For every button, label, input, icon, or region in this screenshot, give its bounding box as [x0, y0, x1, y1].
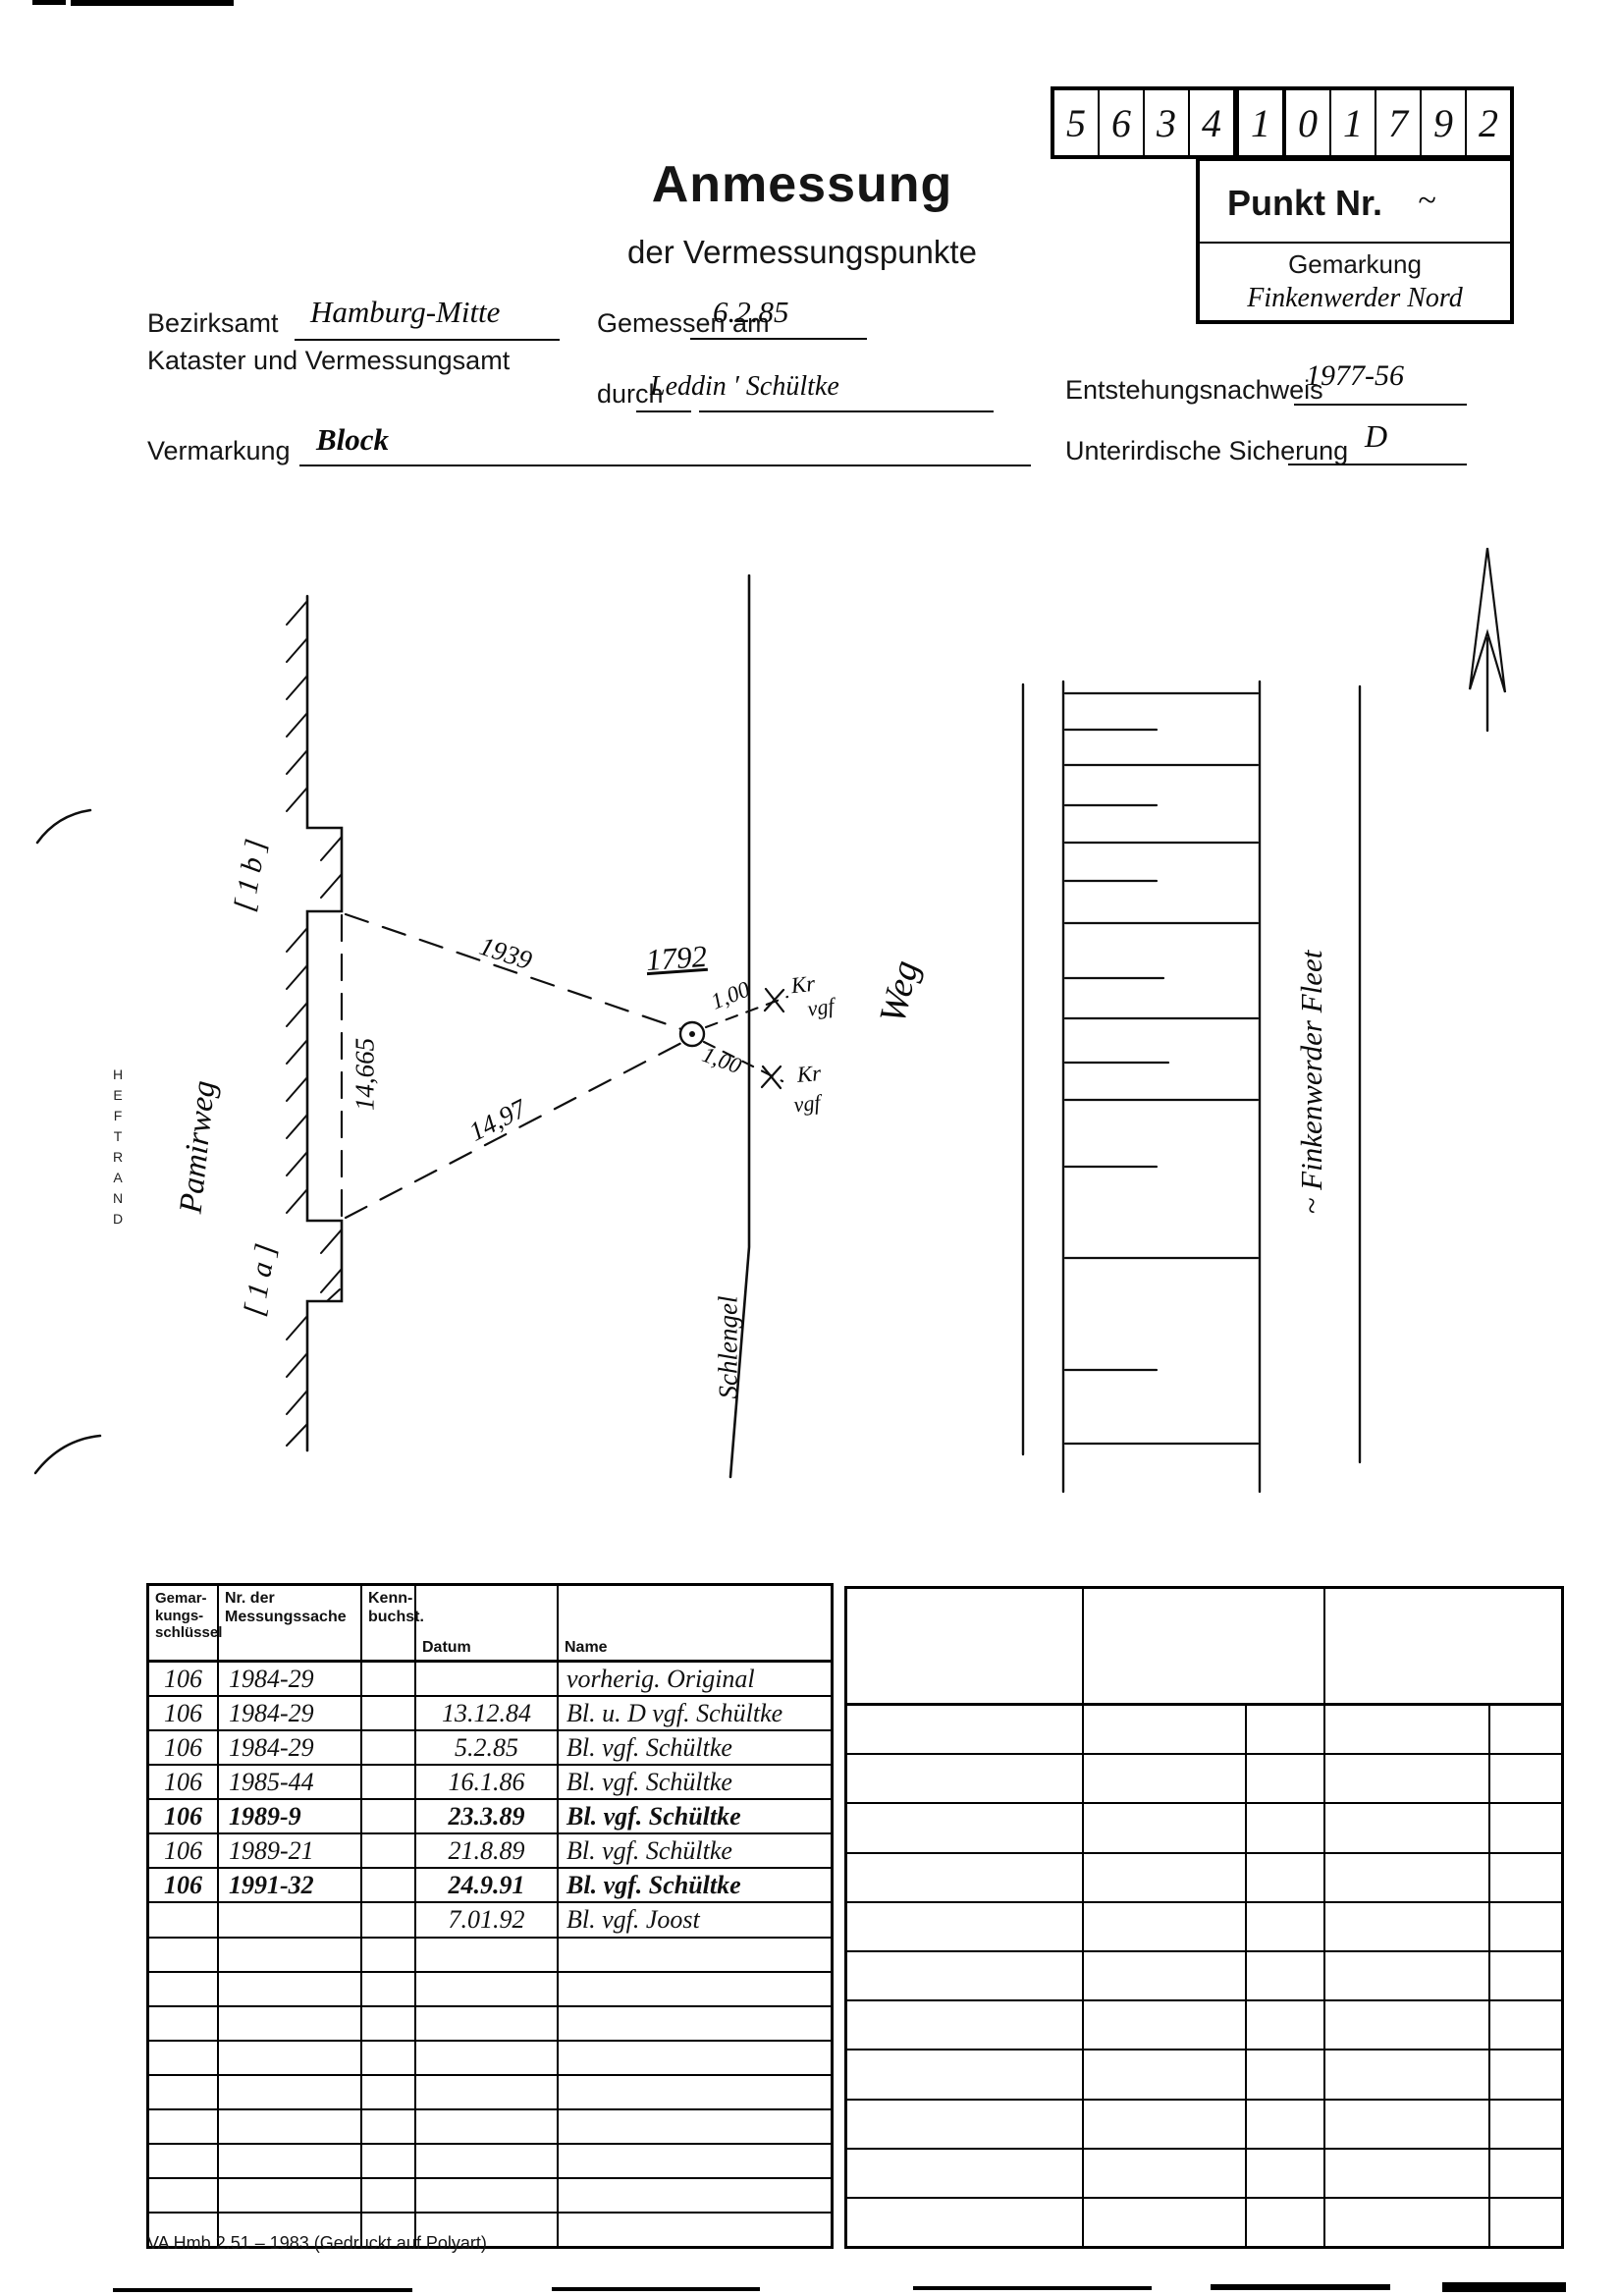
punkt-nr-label: Punkt Nr. — [1227, 183, 1383, 223]
table-row-empty — [149, 2144, 831, 2179]
scan-artifact — [552, 2287, 760, 2291]
table-row: 106 1984-29 13.12.84 Bl. u. D vgf. Schül… — [149, 1697, 831, 1732]
digit-cell: 7 — [1376, 90, 1422, 155]
scan-artifact — [113, 2288, 412, 2292]
mark-upper-vgf: vgf — [805, 993, 836, 1021]
punkt-nr-value: ~ — [1418, 183, 1436, 219]
vermarkung-value: Block — [316, 422, 390, 457]
kataster-label: Kataster und Vermessungsamt — [147, 346, 511, 375]
col-header-name: Name — [565, 1639, 608, 1657]
punkt-nr-box: Punkt Nr. ~ Gemarkung Finkenwerder Nord — [1196, 157, 1514, 324]
scan-artifact — [71, 0, 234, 6]
col-header-datum: Datum — [416, 1586, 559, 1660]
table-row-empty — [149, 2214, 831, 2247]
entstehung-label: Entstehungsnachweis — [1065, 375, 1323, 405]
heftrand-label: HEFTRAND — [110, 1066, 126, 1231]
digit-cell: 9 — [1422, 90, 1467, 155]
fleet-label: ~ Finkenwerder Fleet — [1294, 950, 1328, 1215]
table-row-empty — [847, 1853, 1561, 1903]
scan-artifact — [1211, 2284, 1390, 2290]
gemessen-value: 6.2.85 — [713, 295, 789, 329]
col-header-messungssache: Nr. der Messungssache — [219, 1586, 362, 1660]
form-subtitle: der Vermessungspunkte — [627, 234, 977, 270]
col-header-kennbuchst: Kenn- buchst. — [362, 1586, 424, 1660]
digit-cell: 5 — [1054, 90, 1100, 155]
cross-mark-upper — [763, 987, 785, 1013]
table-row: 106 1984-29 vorherig. Original — [149, 1663, 831, 1698]
table-row-empty — [149, 2178, 831, 2214]
table-row-empty — [847, 2100, 1561, 2150]
table-row-empty — [847, 1902, 1561, 1952]
bezirksamt-value: Hamburg-Mitte — [310, 295, 501, 329]
pen-mark — [33, 1434, 102, 1475]
digit-cell: 0 — [1286, 90, 1331, 155]
table-row-empty — [847, 1951, 1561, 2002]
digit-cell: 2 — [1479, 100, 1498, 145]
mark-upper-kr: Kr — [789, 970, 817, 999]
table-row-empty — [149, 2041, 831, 2076]
point-number-label: 1792 — [644, 938, 709, 978]
table-row-empty — [149, 2006, 831, 2042]
measure-line-1497 — [344, 1040, 685, 1220]
table-row-empty — [847, 1755, 1561, 1805]
table-row-empty — [847, 1804, 1561, 1854]
form-footer-code: VA Hmb 2.51 – 1983 (Gedruckt auf Polyart… — [147, 2233, 487, 2253]
distance-wall: 14,665 — [350, 1037, 380, 1112]
table-row-empty — [149, 2075, 831, 2110]
bezirksamt-label: Bezirksamt — [147, 308, 279, 338]
col-header-gemarkungsschluessel: Gemar- kungs- schlüssel — [149, 1586, 222, 1660]
table-row-empty — [847, 1706, 1561, 1756]
digit-cell: 6 — [1100, 90, 1145, 155]
table-row-empty — [847, 2198, 1561, 2247]
path-label-schlengel: Schlengel — [713, 1295, 743, 1399]
table-row: 106 1991-32 24.9.91 Bl. vgf. Schültke — [149, 1869, 831, 1904]
gemarkung-label: Gemarkung — [1288, 249, 1422, 279]
north-arrow-icon — [1468, 547, 1507, 733]
gemarkung-value: Finkenwerder Nord — [1247, 283, 1463, 313]
wall-line — [305, 594, 344, 1452]
measure-line-1939 — [344, 912, 683, 1031]
table-row-empty — [847, 2149, 1561, 2199]
sicherung-value: D — [1365, 418, 1388, 454]
pen-mark — [35, 808, 92, 845]
digit-cell: 4 — [1190, 90, 1235, 155]
vermarkung-label: Vermarkung — [147, 436, 291, 465]
table-row-empty — [847, 2050, 1561, 2101]
table-row: 106 1985-44 16.1.86 Bl. vgf. Schültke — [149, 1766, 831, 1801]
record-table: Gemar- kungs- schlüssel Nr. der Messungs… — [146, 1583, 834, 2249]
path-line — [728, 574, 751, 1479]
table-row-empty — [149, 2109, 831, 2145]
table-row: 106 1984-29 5.2.85 Bl. vgf. Schültke — [149, 1731, 831, 1767]
sicherung-label: Unterirdische Sicherung — [1065, 436, 1349, 465]
scan-artifact — [913, 2286, 1152, 2290]
survey-point-icon — [678, 1020, 706, 1048]
mark-lower-kr: Kr — [795, 1061, 822, 1087]
table-row: 106 1989-21 21.8.89 Bl. vgf. Schültke — [149, 1834, 831, 1870]
mark-lower-vgf: vgf — [792, 1089, 822, 1118]
table-row-empty — [149, 1938, 831, 1973]
scan-artifact — [32, 0, 66, 5]
durch-label: durch — [597, 379, 664, 409]
digit-cell: 1 — [1235, 90, 1286, 155]
form-title: Anmessung — [651, 156, 953, 213]
table-row-empty — [847, 2001, 1561, 2051]
table-row: 7.01.92 Bl. vgf. Joost — [149, 1903, 831, 1939]
gemessen-label: Gemessen am — [597, 308, 770, 338]
scan-artifact — [1442, 2282, 1566, 2292]
digit-cell: 1 — [1331, 90, 1376, 155]
point-number-boxes: 5 6 3 4 1 0 1 7 9 2 — [1051, 86, 1514, 159]
digit-cell: 3 — [1145, 90, 1190, 155]
table-row: 106 1989-9 23.3.89 Bl. vgf. Schültke — [149, 1800, 831, 1835]
table-row-empty — [149, 1972, 831, 2007]
entstehung-value: 1977-56 — [1306, 359, 1404, 392]
record-table-empty — [844, 1586, 1564, 2249]
cross-mark-lower — [760, 1065, 782, 1090]
durch-value: Leddin ′ Schültke — [650, 371, 839, 402]
